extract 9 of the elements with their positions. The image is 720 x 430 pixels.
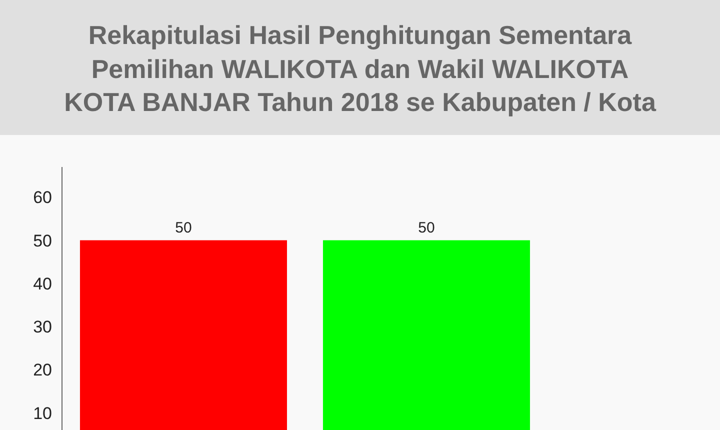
chart-title: Rekapitulasi Hasil Penghitungan Sementara Pemilihan WALIKOTA dan Wakil WALIKOTA KOTA BANJAR Tahun 2018 se Kabupaten / Kota — [63, 19, 658, 119]
data-label: 50 — [418, 219, 435, 236]
y-tick-label: 30 — [33, 318, 52, 337]
y-tick-label: 60 — [33, 188, 52, 208]
data-label: 50 — [175, 219, 192, 236]
y-tick-label: 10 — [33, 404, 52, 423]
y-tick-label: 40 — [33, 274, 52, 294]
y-tick-label: 50 — [33, 231, 52, 250]
y-tick-label: 20 — [33, 360, 52, 380]
